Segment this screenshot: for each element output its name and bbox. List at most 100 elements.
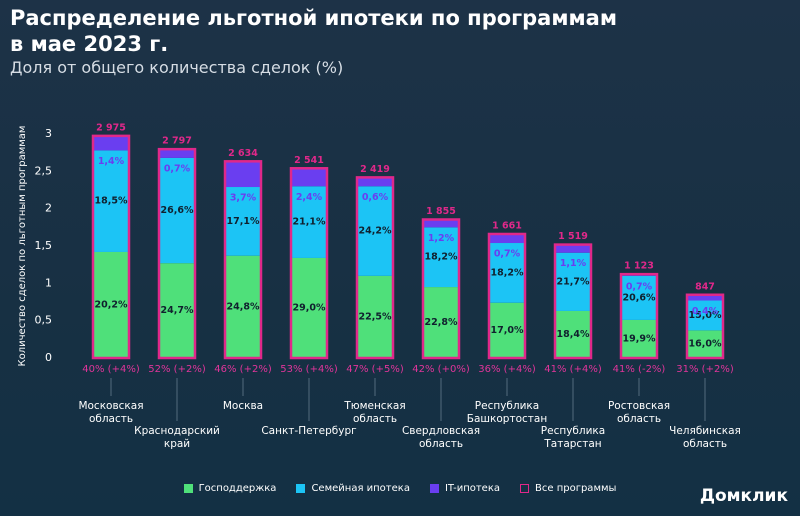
segment-label: 24,2% (359, 226, 392, 237)
x-tick-label: Московская область (78, 400, 144, 425)
segment-label: 16,0% (689, 339, 722, 350)
total-outline (355, 176, 395, 360)
bottom-label: 40% (+4%) (82, 364, 140, 375)
segment-label: 0,6% (362, 192, 389, 203)
bottom-label: 52% (+2%) (148, 364, 206, 375)
segment-label: 19,9% (623, 333, 656, 344)
total-label: 2 797 (162, 136, 192, 147)
legend-label: Все программы (535, 483, 617, 494)
segment-label: 21,1% (293, 217, 326, 228)
segment-label: 17,1% (227, 216, 260, 227)
total-outline (289, 167, 329, 360)
segment-label: 22,8% (425, 317, 458, 328)
x-tick-label: Свердловская область (401, 425, 481, 450)
bar-segment (357, 177, 393, 187)
total-outline (223, 160, 263, 360)
bar-segment (291, 257, 327, 358)
brand: Домклик (699, 486, 788, 506)
y-tick-label: 1 (45, 276, 52, 289)
segment-label: 2,4% (296, 192, 323, 203)
bar-segment (621, 275, 657, 320)
bar-segment (93, 150, 129, 252)
x-tick-label: Республика Башкортостан (466, 400, 548, 425)
bar-segment (93, 251, 129, 358)
total-label: 847 (695, 281, 715, 292)
segment-label: 0,4% (692, 306, 719, 317)
bottom-label: 53% (+4%) (280, 364, 338, 375)
bar-segment (225, 161, 261, 188)
chart-title: в мае 2023 г. (10, 32, 169, 56)
segment-label: 0,7% (164, 163, 191, 174)
segment-label: 1,2% (428, 233, 455, 244)
segment-label: 24,7% (161, 305, 194, 316)
total-label: 1 519 (558, 231, 588, 242)
bottom-label: 41% (+4%) (544, 364, 602, 375)
segment-label: 18,4% (557, 329, 590, 340)
total-label: 2 634 (228, 148, 258, 159)
segment-label: 29,0% (293, 302, 326, 313)
total-outline (619, 272, 659, 360)
segment-label: 0,7% (494, 249, 521, 260)
chart-subtitle: Доля от общего количества сделок (%) (10, 58, 344, 77)
total-outline (553, 243, 593, 360)
y-axis-label: Количество сделок по льготным программам (17, 126, 28, 367)
bottom-label: 41% (-2%) (613, 364, 666, 375)
total-outline (157, 147, 197, 360)
bar-segment (687, 295, 723, 301)
legend-swatch (429, 484, 439, 493)
bar-segment (159, 263, 195, 358)
bar-segment (555, 252, 591, 311)
bar-segment (423, 227, 459, 288)
bar-segment (489, 234, 525, 244)
legend-item: IT-ипотека (429, 483, 500, 494)
total-outline (685, 293, 725, 360)
segment-label: 1,1% (560, 258, 587, 269)
bar-segment (621, 319, 657, 358)
segment-label: 0,7% (626, 281, 653, 292)
bar-segment (159, 148, 195, 158)
legend-item: Господдержка (183, 483, 276, 494)
segment-label: 18,2% (425, 252, 458, 263)
total-label: 2 541 (294, 155, 324, 166)
legend-swatch (183, 484, 193, 493)
segment-label: 20,6% (623, 292, 656, 303)
bar-segment (357, 275, 393, 358)
legend: Господдержка Семейная ипотека IT-ипотека Вс… (0, 483, 800, 494)
x-tick-label: Москва (222, 400, 264, 412)
bar-segment (423, 287, 459, 358)
bar-segment (489, 302, 525, 358)
total-label: 1 855 (426, 206, 456, 217)
bottom-label: 36% (+4%) (478, 364, 536, 375)
bottom-label: 46% (+2%) (214, 364, 272, 375)
bar-segment (225, 187, 261, 256)
x-tick-label: Санкт-Петербург (261, 425, 357, 437)
bar-segment (687, 300, 723, 331)
total-label: 2 419 (360, 164, 390, 175)
legend-item: Семейная ипотека (296, 483, 410, 494)
y-tick-label: 3 (45, 127, 52, 140)
segment-label: 22,5% (359, 311, 392, 322)
segment-label: 21,7% (557, 276, 590, 287)
bottom-label: 47% (+5%) (346, 364, 404, 375)
segment-label: 3,7% (230, 193, 257, 204)
bar-segment (489, 243, 525, 303)
y-tick-label: 0 (45, 351, 52, 364)
legend-item: Все программы (520, 483, 616, 494)
total-outline (91, 134, 131, 360)
bottom-label: 42% (+0%) (412, 364, 470, 375)
x-tick-label: Ростовская область (607, 400, 671, 425)
y-tick-label: 1,5 (35, 239, 53, 252)
x-tick-label: Тюменская область (344, 400, 406, 425)
total-outline (421, 218, 461, 360)
segment-label: 20,2% (95, 299, 128, 310)
x-tick-label: Краснодарский край (134, 425, 220, 450)
total-label: 2 975 (96, 122, 126, 133)
segment-label: 24,8% (227, 301, 260, 312)
x-tick-label: Челябинская область (669, 425, 741, 450)
bar-segment (291, 168, 327, 187)
bar-segment (357, 186, 393, 276)
total-outline (487, 232, 527, 360)
bar-segment (291, 186, 327, 258)
